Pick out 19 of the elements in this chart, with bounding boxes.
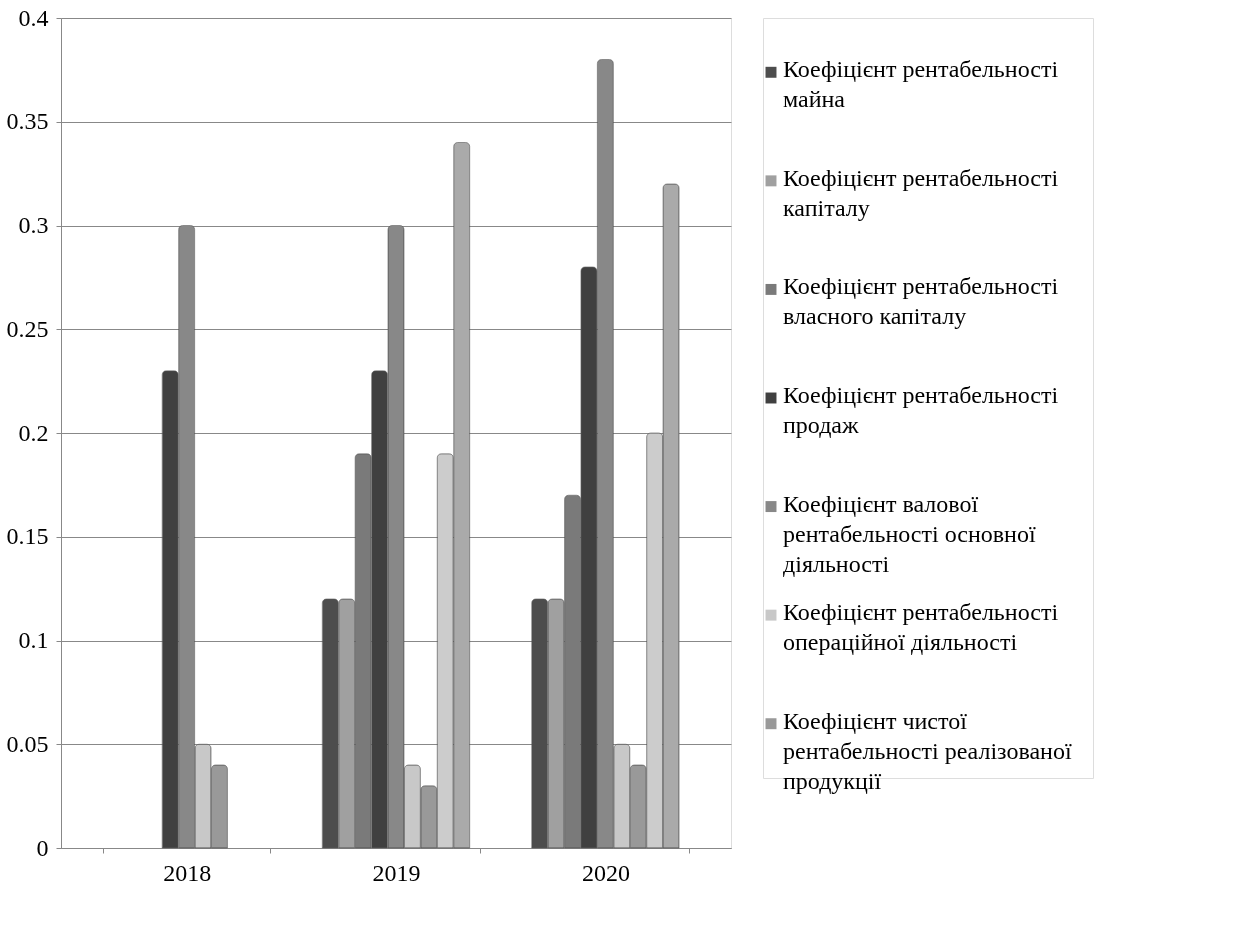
y-tick-label: 0 <box>36 834 49 861</box>
x-tick-label: 2019 <box>372 859 421 886</box>
legend-label: Коефіцієнт чистої рентабельності реалізованої продукції <box>783 707 1072 794</box>
legend-label: Коефіцієнт рентабельності операційної діяльності <box>783 599 1059 656</box>
x-tick-label: 2020 <box>581 859 630 886</box>
y-tick-label: 0.15 <box>6 523 49 550</box>
y-tick-label: 0.2 <box>18 419 49 446</box>
legend-label: Коефіцієнт рентабельності продаж <box>783 382 1059 438</box>
legend-label: Коефіцієнт валової рентабельності основної діяльності <box>783 490 1036 577</box>
y-tick-label: 0.35 <box>6 108 49 135</box>
y-tick-label: 0.3 <box>18 212 49 238</box>
y-tick-label: 0.25 <box>6 315 49 342</box>
legend-label: Коефіцієнт рентабельності власного капіталу <box>783 273 1059 330</box>
y-tick-label: 0.4 <box>18 4 49 31</box>
legend-label: Коефіцієнт рентабельності майна <box>783 56 1059 113</box>
y-tick-label: 0.1 <box>18 627 49 653</box>
y-tick-label: 0.05 <box>6 730 49 757</box>
x-tick-label: 2018 <box>163 859 212 886</box>
legend-label: Коефіцієнт рентабельності капіталу <box>783 164 1059 221</box>
